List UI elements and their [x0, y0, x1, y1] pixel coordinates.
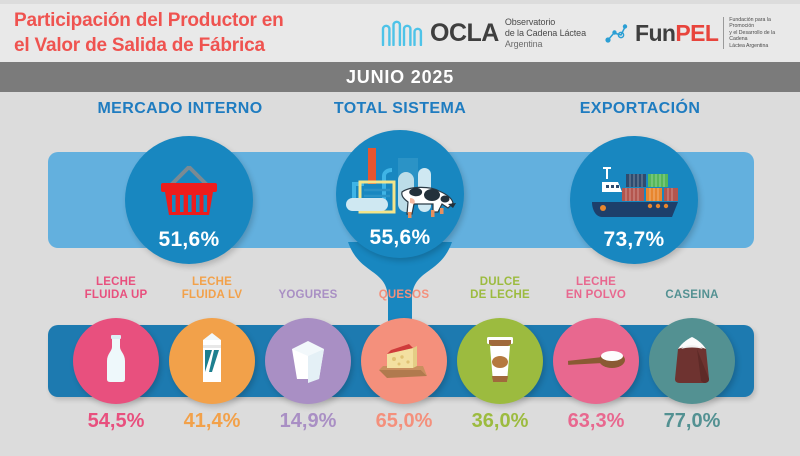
title-line-1: Participación del Productor en — [14, 10, 284, 31]
yogurt-cup-icon — [284, 335, 332, 388]
product-label-yogures: YOGURES — [248, 289, 368, 302]
product-circle-leche-en-polvo[interactable] — [553, 318, 639, 404]
product-label-line-1: DULCE — [479, 276, 521, 288]
ocla-logo: OCLA Observatorio de la Cadena Láctea Ar… — [380, 17, 586, 50]
product-circle-caseina[interactable] — [649, 318, 735, 404]
metric-circle-exportacion[interactable]: 73,7% — [570, 136, 698, 264]
product-label-line-1: YOGURES — [278, 289, 338, 301]
product-label-line-1: LECHE — [576, 276, 616, 288]
top-section-labels: MERCADO INTERNO TOTAL SISTEMA EXPORTACIÓ… — [0, 100, 800, 122]
milk-carton-icon — [192, 332, 232, 391]
date-banner: JUNIO 2025 — [0, 62, 800, 92]
product-circle-leche-fluida-up[interactable] — [73, 318, 159, 404]
top-label-exportacion: EXPORTACIÓN — [579, 100, 701, 117]
funpel-tagline-line-1: Fundación para la Promoción — [729, 16, 771, 30]
product-label-line-1: QUESOS — [378, 289, 430, 301]
product-value-quesos: 65,0% — [375, 410, 433, 432]
funpel-wordmark: FunPEL — [635, 19, 719, 46]
logo-group: OCLA Observatorio de la Cadena Láctea Ar… — [380, 17, 793, 50]
sack-icon — [667, 333, 717, 390]
product-label-line-1: CASEINA — [665, 289, 719, 301]
product-value-dulce-de-leche: 36,0% — [471, 410, 529, 432]
metric-circle-mercado-interno[interactable]: 51,6% — [125, 136, 253, 264]
product-circle-leche-fluida-lv[interactable] — [169, 318, 255, 404]
funpel-tagline-line-3: Láctea Argentina — [729, 42, 769, 49]
product-label-leche-fluida-lv: LECHE FLUIDA LV — [152, 276, 272, 302]
page-title: Participación del Productor en el Valor … — [14, 8, 374, 58]
product-circle-quesos[interactable] — [361, 318, 447, 404]
metric-value-total-sistema: 55,6% — [369, 226, 431, 249]
product-label-leche-fluida-up: LECHE FLUIDA UP — [56, 276, 176, 302]
ocla-subtitle-line-2: de la Cadena Láctea — [504, 27, 586, 38]
product-label-line-2: EN POLVO — [565, 289, 627, 301]
dulce-de-leche-cup-icon — [480, 332, 520, 391]
product-label-line-2: DE LECHE — [470, 289, 530, 301]
network-nodes-icon — [604, 22, 630, 44]
top-label-mercado-interno: MERCADO INTERNO — [97, 100, 263, 117]
funpel-tagline-line-2: y el Desarrollo de la Cadena — [729, 29, 776, 43]
product-value-leche-fluida-lv: 41,4% — [183, 410, 241, 432]
product-value-leche-fluida-up: 54,5% — [87, 410, 145, 432]
shopping-basket-icon — [125, 152, 253, 230]
product-value-leche-en-polvo: 63,3% — [567, 410, 625, 432]
product-label-line-1: LECHE — [192, 276, 232, 288]
product-label-dulce-de-leche: DULCE DE LECHE — [440, 276, 560, 302]
funpel-tagline: Fundación para la Promoción y el Desarro… — [723, 16, 793, 50]
funpel-word-part-2: PEL — [675, 19, 719, 46]
product-label-line-2: FLUIDA UP — [84, 289, 148, 301]
product-label-line-1: LECHE — [96, 276, 136, 288]
product-values-row: 54,5% 41,4% 14,9% 65,0% 36,0% 63,3% 77,0… — [0, 410, 800, 440]
wave-icon — [380, 20, 424, 47]
factory-cow-icon — [340, 146, 460, 226]
date-banner-text: JUNIO 2025 — [345, 66, 455, 87]
product-circle-dulce-de-leche[interactable] — [457, 318, 543, 404]
funpel-logo: FunPEL Fundación para la Promoción y el … — [604, 16, 793, 50]
product-label-leche-en-polvo: LECHE EN POLVO — [536, 276, 656, 302]
top-label-total-sistema: TOTAL SISTEMA — [333, 100, 467, 117]
product-value-caseina: 77,0% — [663, 410, 721, 432]
metric-value-mercado-interno: 51,6% — [158, 228, 220, 251]
metric-circle-total-sistema[interactable]: 55,6% — [330, 130, 470, 326]
header-bar: Participación del Productor en el Valor … — [0, 4, 800, 62]
product-labels-row: LECHE FLUIDA UP LECHE FLUIDA LV YOGURES … — [0, 276, 800, 310]
spoon-powder-icon — [565, 342, 627, 381]
product-label-quesos: QUESOS — [344, 289, 464, 302]
product-circle-yogures[interactable] — [265, 318, 351, 404]
metric-value-exportacion: 73,7% — [603, 228, 665, 251]
milk-bottle-icon — [94, 333, 138, 390]
ocla-wordmark: OCLA — [430, 18, 499, 47]
product-value-yogures: 14,9% — [279, 410, 337, 432]
ocla-subtitle-line-1: Observatorio — [504, 16, 556, 27]
cargo-ship-icon — [570, 152, 698, 230]
title-line-2: el Valor de Salida de Fábrica — [14, 35, 265, 56]
cheese-board-icon — [375, 336, 433, 387]
pin-neck-shape — [348, 242, 452, 326]
funpel-word-part-1: Fun — [635, 19, 676, 46]
product-label-line-2: FLUIDA LV — [181, 289, 243, 301]
product-label-caseina: CASEINA — [632, 289, 752, 302]
ocla-subtitle-line-3: Argentina — [504, 38, 543, 49]
ocla-subtitle: Observatorio de la Cadena Láctea Argenti… — [505, 17, 586, 50]
